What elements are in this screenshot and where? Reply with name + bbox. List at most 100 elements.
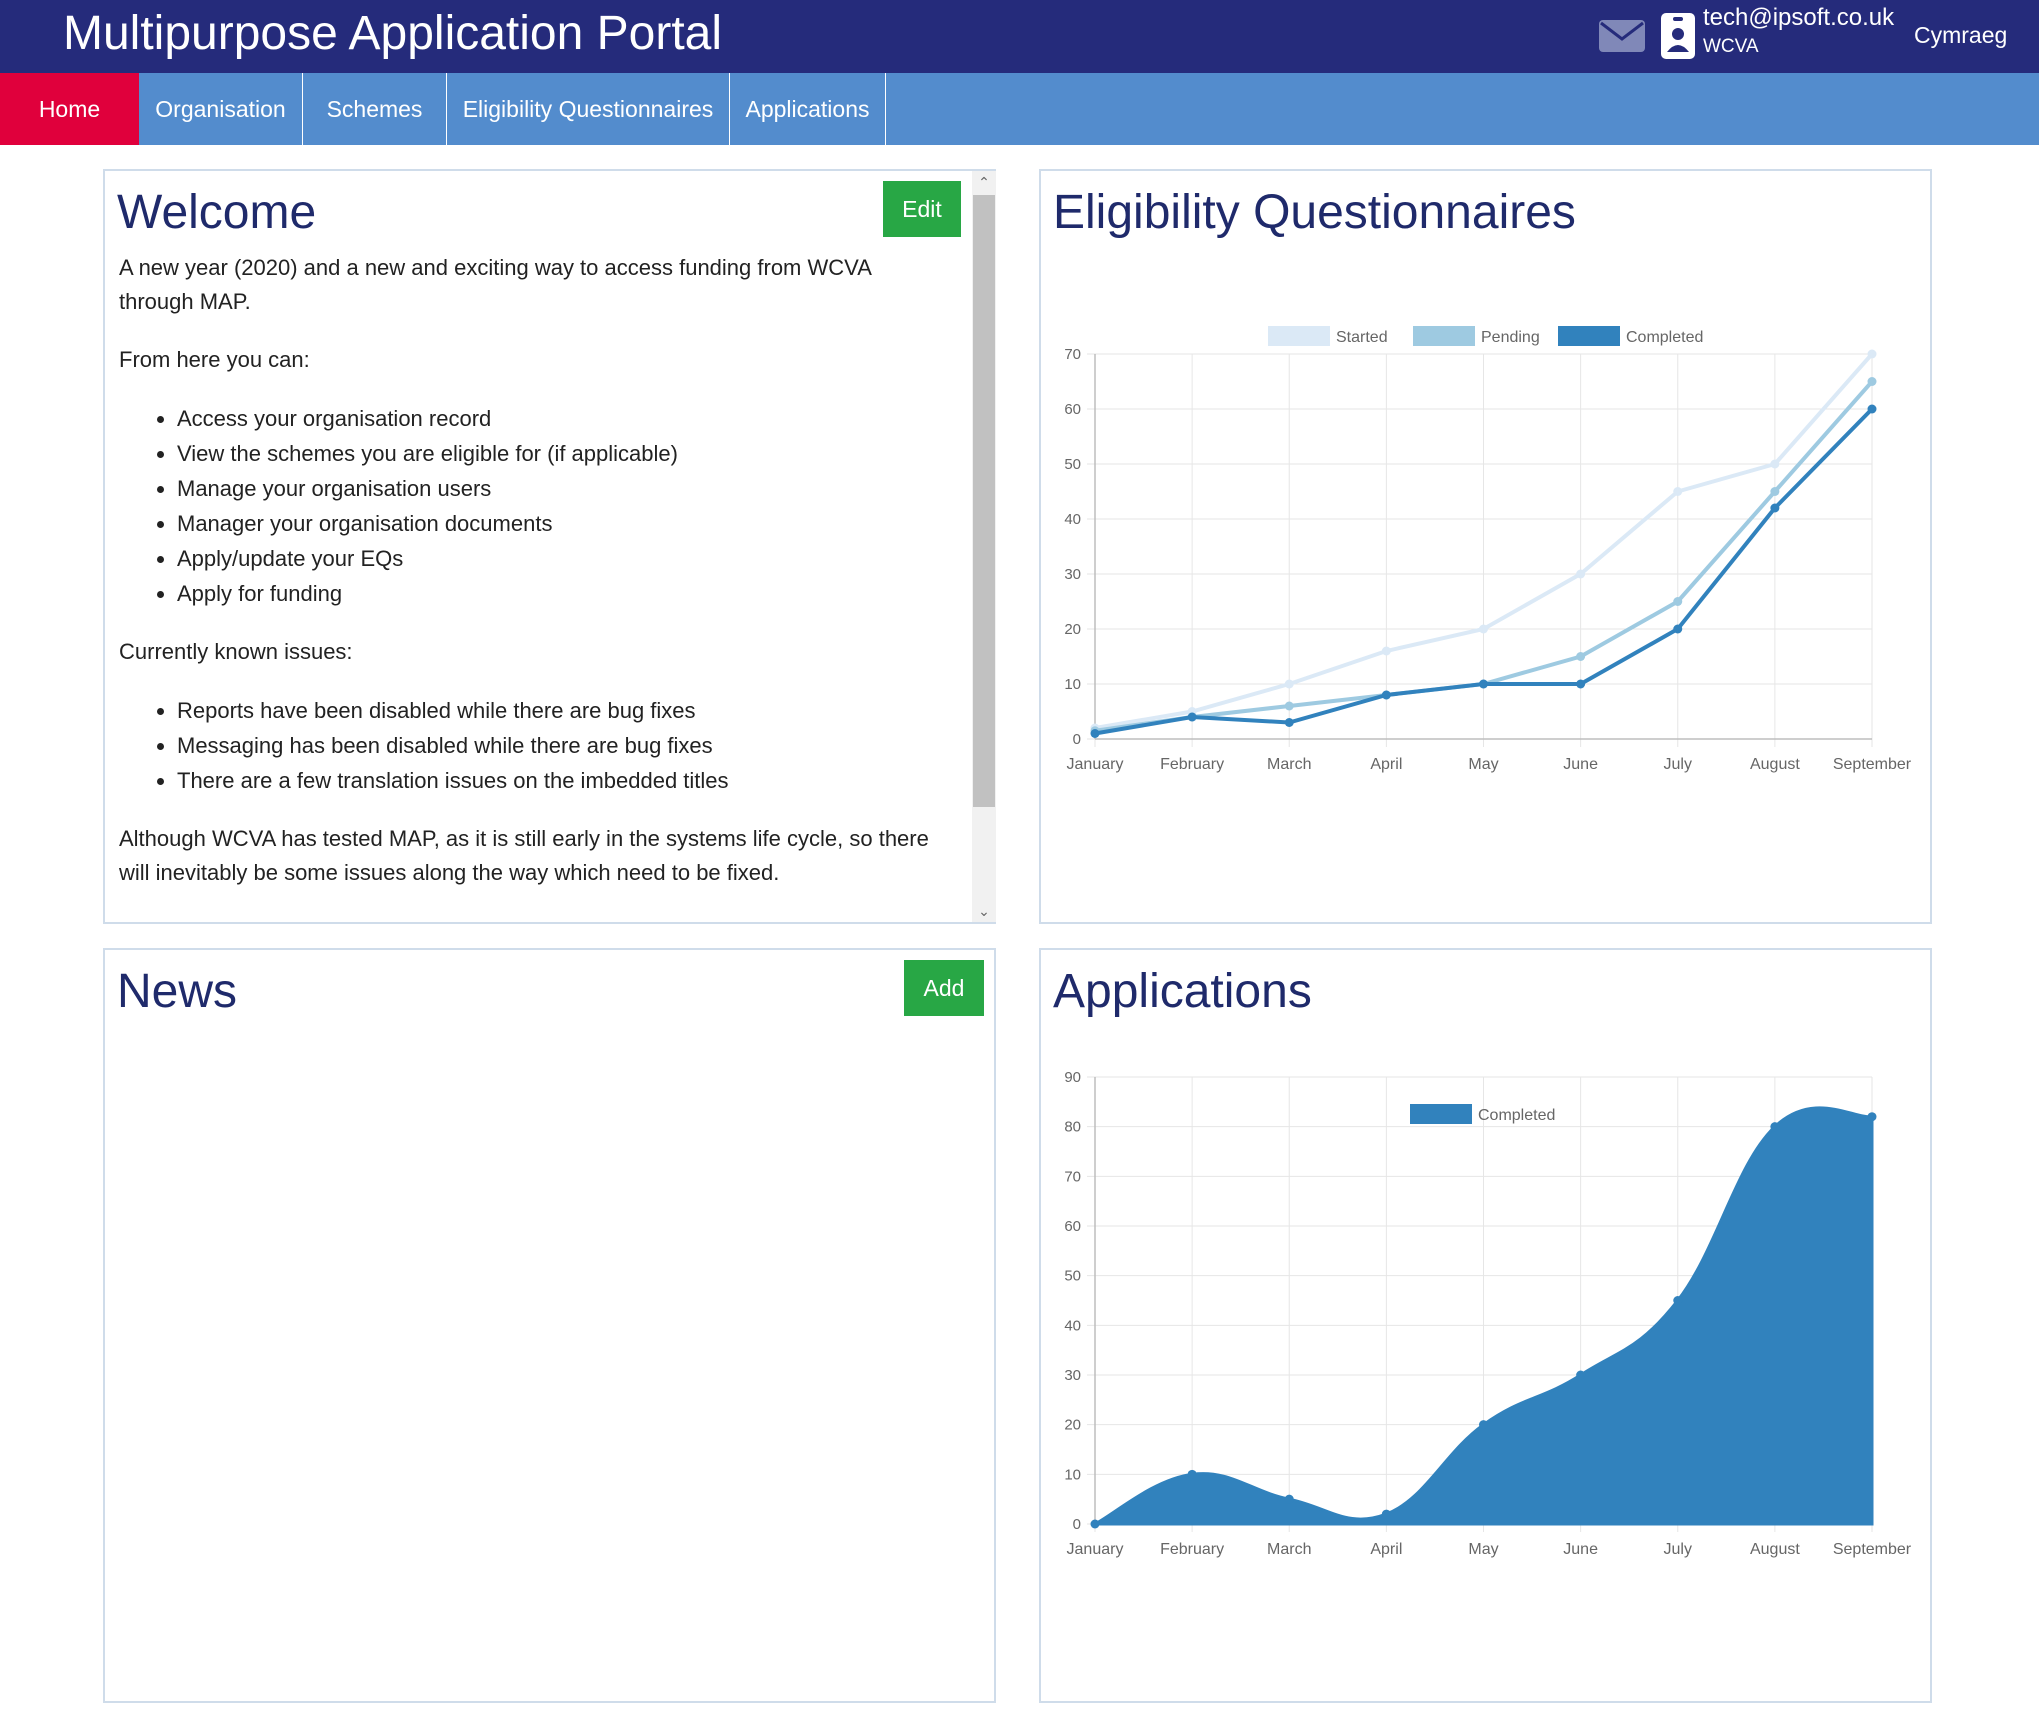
edit-welcome-button[interactable]: Edit — [883, 181, 961, 237]
y-tick-label: 20 — [1064, 1417, 1081, 1434]
x-tick-label: February — [1160, 1541, 1224, 1558]
data-point — [1187, 1469, 1197, 1479]
y-tick-label: 60 — [1064, 401, 1081, 418]
data-point — [1479, 624, 1488, 634]
list-item: Manage your organisation users — [177, 471, 949, 506]
user-email[interactable]: tech@ipsoft.co.uk — [1703, 4, 1895, 31]
data-point — [1284, 718, 1294, 727]
legend-swatch — [1410, 1104, 1472, 1124]
x-tick-label: August — [1750, 756, 1800, 773]
capabilities-list: Access your organisation record View the… — [119, 401, 949, 611]
data-point — [1867, 1112, 1877, 1122]
welcome-scrollbar[interactable]: ⌃ ⌄ — [972, 171, 996, 922]
y-tick-label: 40 — [1064, 1317, 1081, 1334]
x-tick-label: May — [1468, 756, 1498, 773]
applications-chart-panel: Applications 0 10 20 30 40 50 60 70 80 90 January F… — [1039, 948, 1932, 1703]
y-tick-label: 30 — [1064, 1367, 1081, 1384]
x-tick-label: July — [1664, 756, 1692, 773]
logo-divider — [1914, 182, 1992, 184]
eq-chart-panel: Eligibility Questionnaires 0 10 20 30 40 50 60… — [1039, 169, 1932, 924]
legend-label: Started — [1336, 329, 1388, 346]
x-tick-label: February — [1160, 756, 1224, 773]
list-item: Messaging has been disabled while there … — [177, 728, 949, 763]
legend-swatch — [1558, 326, 1620, 346]
issues-heading: Currently known issues: — [119, 639, 353, 664]
closing-text: Although WCVA has tested MAP, as it is s… — [119, 826, 929, 885]
list-item: Apply for funding — [177, 576, 949, 611]
nav-organisation[interactable]: Organisation — [139, 73, 303, 145]
list-item: Manager your organisation documents — [177, 506, 949, 541]
language-toggle-link[interactable]: Cymraeg — [1914, 22, 2008, 48]
x-tick-label: June — [1563, 1541, 1598, 1558]
data-point — [1867, 404, 1877, 414]
y-tick-label: 70 — [1064, 346, 1081, 363]
x-tick-label: January — [1067, 1541, 1124, 1558]
nav-schemes[interactable]: Schemes — [303, 73, 447, 145]
applications-area-chart: 0 10 20 30 40 50 60 70 80 90 January February March A… — [1064, 1069, 1912, 1558]
nav-eligibility-questionnaires[interactable]: Eligibility Questionnaires — [447, 73, 730, 145]
y-tick-label: 20 — [1064, 621, 1081, 638]
y-tick-label: 60 — [1064, 1218, 1081, 1235]
data-point — [1479, 679, 1488, 689]
welcome-content: A new year (2020) and a new and exciting… — [119, 251, 949, 921]
list-item: View the schemes you are eligible for (i… — [177, 436, 949, 471]
data-point — [1187, 712, 1197, 722]
data-point — [1479, 1420, 1488, 1430]
nav-applications[interactable]: Applications — [730, 73, 886, 145]
x-tick-label: July — [1664, 1541, 1692, 1558]
x-tick-label: May — [1468, 1541, 1498, 1558]
x-tick-label: April — [1370, 1541, 1402, 1558]
y-tick-label: 90 — [1064, 1069, 1081, 1086]
news-title: News — [117, 965, 238, 1018]
add-news-button[interactable]: Add — [904, 960, 984, 1016]
data-point — [1381, 690, 1391, 700]
nav-home[interactable]: Home — [0, 73, 139, 145]
main-nav: Home Organisation Schemes Eligibility Qu… — [0, 73, 2039, 216]
y-tick-label: 80 — [1064, 1119, 1081, 1136]
y-tick-label: 70 — [1064, 1168, 1081, 1185]
x-tick-label: March — [1267, 1541, 1311, 1558]
top-header: Multipurpose Application Portal tech@ips… — [0, 0, 2039, 73]
x-tick-label: September — [1833, 756, 1912, 773]
scroll-down-arrow-icon[interactable]: ⌄ — [978, 903, 990, 919]
data-point — [1090, 729, 1100, 738]
id-badge-icon[interactable] — [1660, 12, 1696, 60]
x-tick-label: June — [1563, 756, 1598, 773]
eq-panel-title: Eligibility Questionnaires — [1053, 186, 1576, 239]
data-point — [1576, 569, 1586, 579]
data-point — [1770, 459, 1780, 469]
y-tick-label: 0 — [1073, 731, 1081, 748]
x-tick-label: September — [1833, 1541, 1912, 1558]
data-point — [1381, 1509, 1391, 1519]
legend-swatch — [1268, 326, 1330, 346]
data-point — [1673, 597, 1683, 606]
x-tick-label: April — [1370, 756, 1402, 773]
y-tick-label: 40 — [1064, 511, 1081, 528]
legend-label: Pending — [1481, 329, 1540, 346]
data-point — [1284, 679, 1294, 689]
x-tick-label: January — [1067, 756, 1124, 773]
data-point — [1770, 1122, 1780, 1132]
issues-list: Reports have been disabled while there a… — [119, 693, 949, 798]
applications-panel-title: Applications — [1053, 965, 1312, 1018]
x-tick-label: August — [1750, 1541, 1800, 1558]
data-point — [1867, 349, 1877, 359]
data-point — [1770, 487, 1780, 496]
legend-swatch — [1413, 326, 1475, 346]
user-organisation: WCVA — [1703, 36, 1759, 57]
scroll-up-arrow-icon[interactable]: ⌃ — [978, 174, 990, 190]
legend-label: Completed — [1626, 329, 1703, 346]
welcome-panel: Welcome Edit A new year (2020) and a new… — [103, 169, 996, 924]
list-item: There are a few translation issues on th… — [177, 763, 949, 798]
news-panel: News Add — [103, 948, 996, 1703]
y-tick-label: 50 — [1064, 456, 1081, 473]
y-tick-label: 30 — [1064, 566, 1081, 583]
list-item: Apply/update your EQs — [177, 541, 949, 576]
list-item: Reports have been disabled while there a… — [177, 693, 949, 728]
data-point — [1090, 1519, 1100, 1529]
eq-line-chart: 0 10 20 30 40 50 60 70 January February March April… — [1064, 326, 1912, 773]
data-point — [1576, 679, 1586, 689]
scroll-thumb[interactable] — [973, 195, 995, 807]
envelope-icon[interactable] — [1598, 18, 1646, 54]
data-point — [1673, 1296, 1683, 1305]
